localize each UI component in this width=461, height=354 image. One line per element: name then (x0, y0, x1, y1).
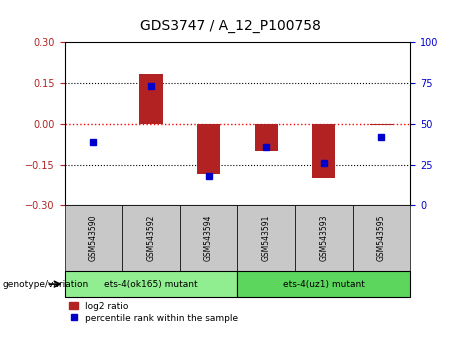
Bar (295, 205, 353, 271)
Text: genotype/variation: genotype/variation (2, 280, 89, 289)
Text: GSM543590: GSM543590 (89, 215, 98, 261)
Text: GSM543591: GSM543591 (262, 215, 271, 261)
Bar (140, 74, 163, 124)
Bar (237, 271, 410, 297)
Text: GDS3747 / A_12_P100758: GDS3747 / A_12_P100758 (140, 19, 321, 34)
Text: GSM543593: GSM543593 (319, 215, 328, 261)
Legend: log2 ratio, percentile rank within the sample: log2 ratio, percentile rank within the s… (69, 302, 238, 322)
Text: GSM543592: GSM543592 (147, 215, 155, 261)
Bar (254, 124, 278, 151)
Bar (65, 205, 122, 271)
Text: ets-4(uz1) mutant: ets-4(uz1) mutant (283, 280, 365, 289)
Bar (237, 205, 295, 271)
Bar (65, 271, 237, 297)
Bar (313, 124, 336, 178)
Bar (180, 205, 237, 271)
Bar (353, 205, 410, 271)
Bar (122, 205, 180, 271)
Bar (370, 124, 393, 125)
Text: GSM543594: GSM543594 (204, 215, 213, 261)
Text: GSM543595: GSM543595 (377, 215, 386, 261)
Bar (197, 124, 220, 174)
Text: ets-4(ok165) mutant: ets-4(ok165) mutant (104, 280, 198, 289)
